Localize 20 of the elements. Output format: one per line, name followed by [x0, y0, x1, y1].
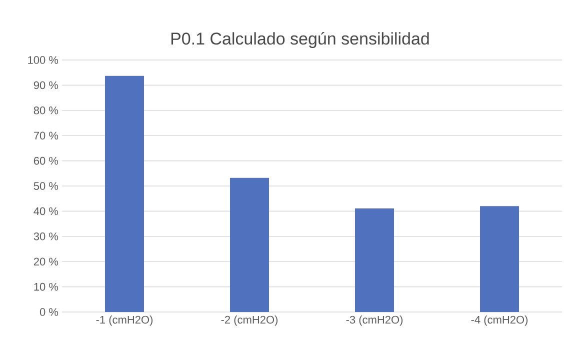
- y-tick-label: 20 %: [34, 258, 58, 266]
- x-tick-label: -4 (cmH2O): [471, 316, 528, 326]
- y-tick-label: 70 %: [34, 132, 58, 140]
- y-tick-label: 0 %: [40, 308, 58, 316]
- bar: [480, 206, 520, 312]
- y-tick-label: 40 %: [34, 207, 58, 216]
- bar: [230, 178, 270, 312]
- y-tick-label: 90 %: [34, 81, 58, 90]
- y-tick-label: 60 %: [34, 156, 58, 165]
- chart-title: P0.1 Calculado según sensibilidad: [171, 32, 429, 48]
- x-tick-label: -1 (cmH2O): [96, 316, 153, 326]
- y-tick-label: 80 %: [34, 106, 58, 114]
- y-tick-label: 30 %: [34, 232, 58, 240]
- y-tick-label: 10 %: [34, 282, 58, 291]
- x-tick-label: -2 (cmH2O): [221, 316, 278, 326]
- y-tick-label: 50 %: [34, 182, 58, 190]
- bar: [105, 76, 144, 312]
- x-tick-label: -3 (cmH2O): [346, 316, 403, 326]
- y-tick-label: 100 %: [28, 56, 58, 64]
- bar: [355, 208, 394, 312]
